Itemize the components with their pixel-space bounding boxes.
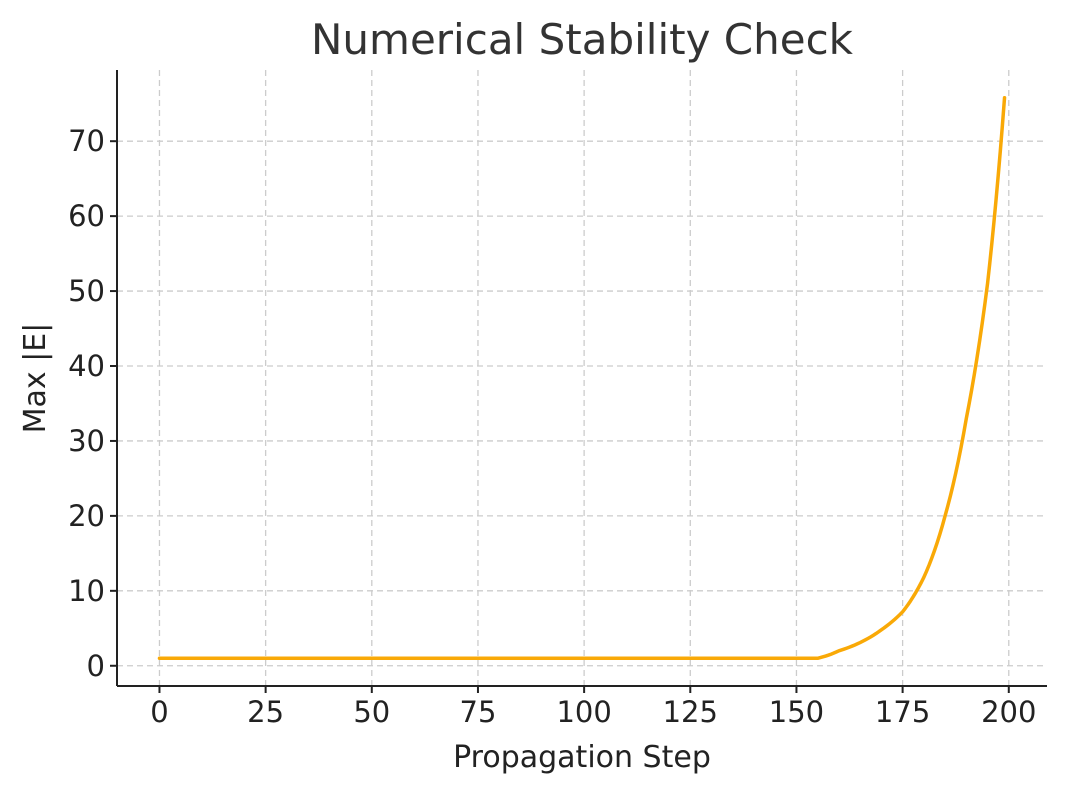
x-tick-label: 150: [769, 695, 824, 729]
x-tick-label: 50: [353, 695, 390, 729]
x-tick-label: 175: [875, 695, 930, 729]
grid: [117, 70, 1047, 686]
x-tick-label: 25: [247, 695, 284, 729]
x-tick-label: 0: [150, 695, 168, 729]
y-tick-label: 50: [68, 274, 105, 308]
x-tick-label: 100: [556, 695, 611, 729]
x-tick-label: 200: [981, 695, 1036, 729]
y-axis-label: Max |E|: [18, 323, 53, 434]
x-axis-label: Propagation Step: [453, 740, 711, 775]
x-tick-label: 75: [460, 695, 497, 729]
ticks: 0 25 50 75 100 125 150 175 200 0 10 20 30 40 50 60 70: [68, 124, 1036, 729]
y-tick-label: 30: [68, 424, 105, 458]
y-tick-label: 60: [68, 199, 105, 233]
chart-title: Numerical Stability Check: [311, 15, 854, 64]
y-tick-label: 10: [68, 574, 105, 608]
y-tick-label: 40: [68, 349, 105, 383]
series-layer: [157, 95, 1007, 661]
y-tick-label: 20: [68, 499, 105, 533]
x-tick-label: 125: [663, 695, 718, 729]
series-line: [157, 95, 1007, 661]
axes: [116, 70, 1047, 687]
y-tick-label: 70: [68, 124, 105, 158]
y-tick-label: 0: [87, 649, 105, 683]
